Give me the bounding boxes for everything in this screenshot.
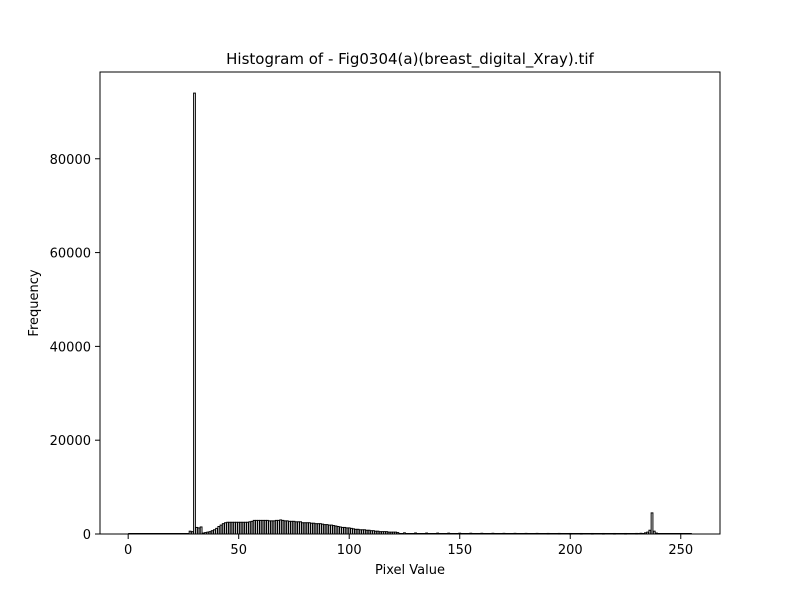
- histogram-bar: [237, 521, 241, 535]
- chart-title: Histogram of - Fig0304(a)(breast_digital…: [226, 50, 594, 69]
- histogram-bar: [354, 528, 358, 535]
- histogram-bar: [288, 520, 291, 535]
- histogram-bar: [338, 526, 342, 535]
- histogram-bar: [303, 522, 307, 535]
- plot-area-frame: [99, 71, 721, 535]
- x-tick-label: 0: [124, 543, 132, 558]
- histogram-bar: [301, 522, 305, 535]
- histogram-bar: [292, 520, 296, 535]
- histogram-bar: [319, 523, 322, 535]
- x-axis-label: Pixel Value: [375, 563, 445, 578]
- histogram-bar: [283, 520, 287, 535]
- histogram-bar: [199, 526, 203, 535]
- histogram-bar: [343, 526, 347, 535]
- x-tick-label: 100: [337, 543, 362, 558]
- histogram-bar: [217, 525, 221, 535]
- histogram-bar: [259, 519, 263, 535]
- histogram-bar: [312, 522, 316, 535]
- x-tick-label: 150: [447, 543, 472, 558]
- histogram-bars: [128, 92, 692, 535]
- histogram-bar: [310, 522, 314, 535]
- histogram-bar: [330, 524, 333, 535]
- histogram-bar: [347, 527, 351, 535]
- histogram-bar: [341, 526, 344, 535]
- histogram-bar: [266, 519, 269, 535]
- histogram-bar: [221, 523, 225, 535]
- histogram-bar: [232, 521, 236, 535]
- y-tick-label: 40000: [50, 340, 91, 355]
- histogram-bar: [272, 520, 276, 535]
- histogram-bar: [193, 92, 196, 535]
- histogram-bar: [361, 529, 364, 535]
- histogram-bar: [215, 527, 218, 535]
- histogram-bar: [195, 526, 199, 535]
- histogram-bar: [248, 521, 252, 535]
- histogram-bar: [327, 524, 331, 535]
- histogram-bar: [268, 520, 272, 535]
- y-axis-label: Frequency: [27, 269, 42, 336]
- histogram-bar: [314, 523, 318, 535]
- x-axis-ticks: 0 50 100 150 200 250: [124, 534, 693, 558]
- histogram-bar: [332, 525, 336, 535]
- histogram-bar: [365, 529, 369, 535]
- histogram-bar: [334, 525, 338, 535]
- histogram-bar: [323, 524, 327, 535]
- histogram-bar: [316, 523, 320, 535]
- histogram-bar: [290, 520, 294, 535]
- histogram-bar: [263, 519, 267, 535]
- y-tick-label: 0: [83, 528, 91, 543]
- histogram-bar: [296, 521, 300, 535]
- histogram-bar: [363, 529, 367, 535]
- histogram-bar: [252, 519, 256, 535]
- histogram-bar: [285, 520, 289, 535]
- y-tick-label: 60000: [50, 247, 91, 262]
- histogram-bar: [257, 519, 260, 535]
- histogram-bar: [219, 524, 223, 535]
- histogram-bar: [305, 522, 309, 535]
- histogram-bar: [230, 521, 234, 535]
- histogram-bar: [648, 529, 652, 535]
- histogram-bar: [367, 529, 371, 535]
- x-tick-label: 200: [558, 543, 583, 558]
- histogram-bar: [250, 520, 254, 535]
- histogram-bar: [243, 521, 247, 535]
- histogram-bar: [261, 519, 265, 535]
- histogram-bar: [281, 519, 285, 535]
- histogram-bar: [350, 527, 353, 535]
- histogram-bar: [345, 527, 349, 535]
- histogram-bar: [239, 521, 243, 535]
- y-tick-label: 80000: [50, 153, 91, 168]
- histogram-bar: [299, 521, 302, 535]
- histogram-bar: [358, 529, 362, 535]
- histogram-bar: [246, 521, 249, 535]
- histogram-bar: [213, 529, 216, 535]
- histogram-bar: [325, 524, 329, 535]
- histogram-bar: [254, 519, 258, 535]
- histogram-bar: [279, 519, 283, 535]
- x-tick-label: 50: [230, 543, 247, 558]
- histogram-bar: [294, 521, 298, 535]
- histogram-bar: [352, 528, 356, 535]
- histogram-bar: [197, 527, 201, 535]
- histogram-bar: [308, 522, 311, 535]
- histogram-bar: [277, 519, 280, 535]
- histogram-bar: [228, 521, 232, 535]
- x-tick-label: 250: [668, 543, 693, 558]
- histogram-bar: [226, 521, 230, 535]
- histogram-bar: [356, 528, 360, 535]
- histogram-bar: [235, 521, 238, 535]
- y-tick-label: 20000: [50, 434, 91, 449]
- histogram-bar: [336, 525, 340, 535]
- histogram-bar: [241, 521, 245, 535]
- y-axis-ticks: 0 20000 40000 60000 80000: [50, 153, 100, 543]
- histogram-bar: [650, 512, 654, 535]
- histogram-bar: [321, 523, 325, 535]
- histogram-bar: [274, 519, 278, 535]
- histogram-bar: [270, 520, 274, 535]
- histogram-bar: [224, 522, 227, 535]
